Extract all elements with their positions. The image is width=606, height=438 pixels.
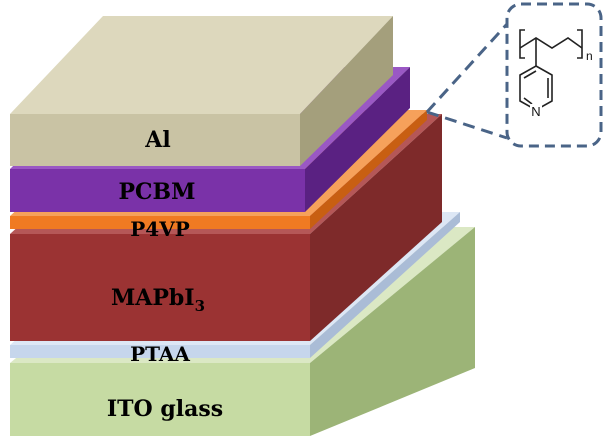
ito-front-face [10,363,310,436]
ptaa-side-face [310,212,460,358]
pcbm-side-face [305,67,410,212]
al-front-face [10,114,300,166]
repeat-unit-subscript: n [586,49,593,63]
p4vp-structure-inset: N n [505,2,603,148]
nitrogen-label-bg [530,104,542,117]
ito-side-face [310,227,475,436]
ptaa-label: PTAA [130,342,190,366]
pcbm-label: PCBM [119,179,196,205]
ito-label: ITO glass [107,396,223,422]
layer-al: Al [10,16,393,166]
mapbi3-front-face [10,234,310,341]
polymer-backbone [519,29,583,66]
mapbi3-label: MAPbI3 [111,285,205,315]
mapbi3-side-face [310,114,442,341]
p4vp-front-face [10,216,310,229]
pcbm-front-face [10,169,305,212]
callout-line-lower [426,110,508,140]
p4vp-label: P4VP [130,217,190,241]
nitrogen-atom-label: N [531,104,540,119]
callout-line-upper [425,22,509,114]
al-side-face [300,16,393,166]
ptaa-front-face [10,345,310,358]
al-label: Al [144,127,170,153]
p4vp-side-face [310,110,427,229]
al-top-face [10,16,393,114]
callout-lines [425,22,509,140]
